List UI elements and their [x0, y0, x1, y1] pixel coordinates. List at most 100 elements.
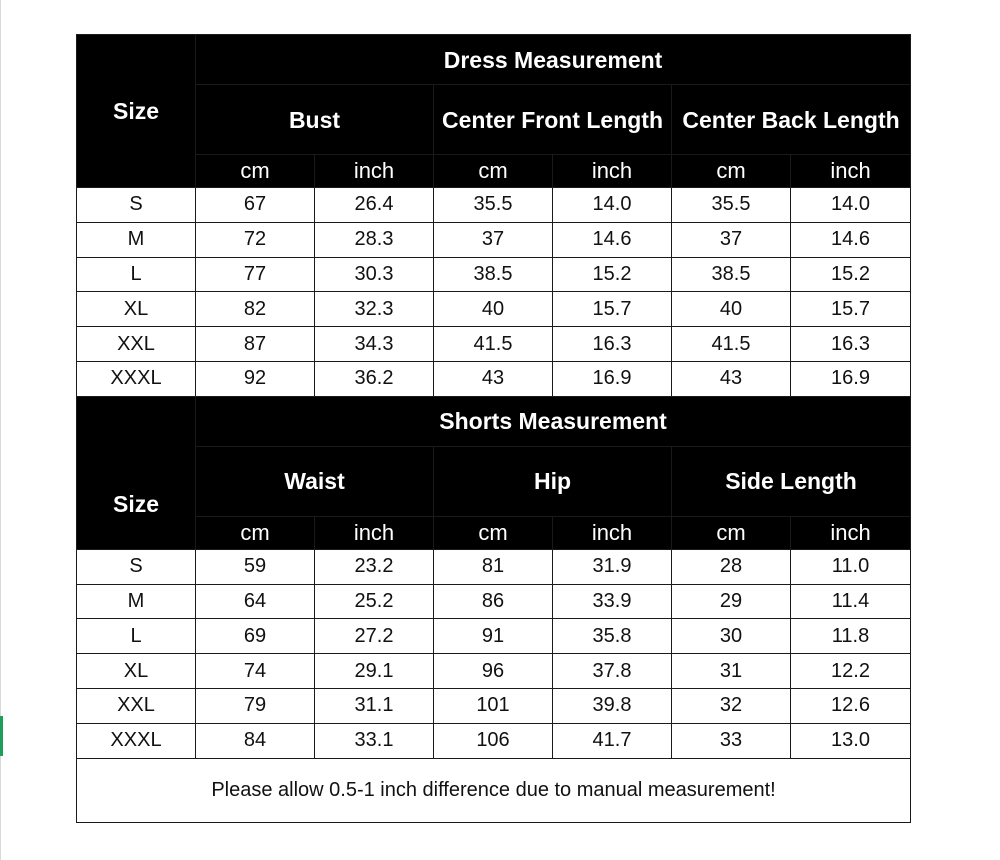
shorts-table-row: XXL 79 31.1 101 39.8 32 12.6 [76, 687, 912, 724]
measurement-cell: 41.5 [433, 326, 553, 362]
measurement-cell: 26.4 [314, 187, 434, 223]
measurement-cell: 35.5 [433, 187, 553, 223]
measurement-cell: 74 [195, 653, 315, 689]
size-cell: XXL [76, 687, 196, 724]
measurement-cell: 16.3 [789, 326, 912, 362]
measurement-cell: 37 [433, 221, 553, 258]
measurement-cell: 37 [671, 221, 791, 258]
measurement-cell: 14.0 [552, 187, 672, 223]
measurement-cell: 67 [195, 187, 315, 223]
measurement-cell: 12.6 [789, 687, 912, 724]
measurement-cell: 15.7 [552, 291, 672, 328]
measurement-cell: 64 [195, 583, 315, 620]
measurement-cell: 35.8 [552, 618, 672, 655]
dress-table-row: XXL 87 34.3 41.5 16.3 41.5 16.3 [76, 326, 912, 362]
measurement-cell: 14.6 [789, 221, 912, 258]
measurement-cell: 82 [195, 291, 315, 328]
shorts-section-title: Shorts Measurement [194, 395, 912, 447]
dress-table-row: XXXL 92 36.2 43 16.9 43 16.9 [76, 360, 912, 397]
unit-label: cm [195, 515, 315, 550]
measurement-cell: 91 [433, 618, 553, 655]
shorts-group-side-length: Side Length [670, 445, 912, 517]
size-chart-table: Size Dress Measurement Bust Center Front… [75, 34, 912, 823]
measurement-cell: 59 [195, 548, 315, 585]
size-cell: XXL [76, 326, 196, 362]
measurement-cell: 101 [433, 687, 553, 724]
measurement-cell: 40 [433, 291, 553, 328]
measurement-cell: 23.2 [314, 548, 434, 585]
dress-group-bust: Bust [195, 84, 434, 155]
measurement-cell: 15.2 [789, 256, 912, 293]
unit-label: cm [671, 515, 791, 550]
dress-table-row: M 72 28.3 37 14.6 37 14.6 [76, 221, 912, 258]
measurement-cell: 29 [671, 583, 791, 620]
measurement-cell: 15.2 [552, 256, 672, 293]
size-cell: XL [76, 291, 196, 328]
measurement-cell: 11.4 [789, 583, 912, 620]
dress-unit-row: cm inch cm inch cm inch [77, 154, 912, 188]
dress-group-center-front-length: Center Front Length [433, 84, 672, 155]
shorts-table-row: L 69 27.2 91 35.8 30 11.8 [76, 618, 912, 655]
measurement-cell: 31 [671, 653, 791, 689]
measurement-cell: 106 [433, 722, 553, 759]
measurement-cell: 33.1 [314, 722, 434, 759]
shorts-table-row: S 59 23.2 81 31.9 28 11.0 [76, 548, 912, 585]
shorts-section: Size Shorts Measurement Waist Hip Side L… [76, 395, 912, 759]
dress-table-row: L 77 30.3 38.5 15.2 38.5 15.2 [76, 256, 912, 293]
measurement-cell: 38.5 [433, 256, 553, 293]
unit-label: cm [195, 154, 315, 188]
unit-label: inch [789, 154, 912, 188]
size-cell: XXXL [76, 360, 196, 397]
measurement-cell: 79 [195, 687, 315, 724]
measurement-cell: 41.5 [671, 326, 791, 362]
dress-table-row: S 67 26.4 35.5 14.0 35.5 14.0 [76, 187, 912, 223]
measurement-cell: 28 [671, 548, 791, 585]
size-cell: XXXL [76, 722, 196, 759]
measurement-cell: 14.0 [789, 187, 912, 223]
measurement-cell: 39.8 [552, 687, 672, 724]
dress-section: Size Dress Measurement Bust Center Front… [76, 34, 912, 397]
unit-label: inch [314, 515, 434, 550]
measurement-cell: 16.9 [789, 360, 912, 397]
measurement-cell: 27.2 [314, 618, 434, 655]
shorts-group-hip: Hip [433, 445, 672, 517]
measurement-cell: 33 [671, 722, 791, 759]
measurement-cell: 37.8 [552, 653, 672, 689]
measurement-cell: 14.6 [552, 221, 672, 258]
measurement-note: Please allow 0.5-1 inch difference due t… [75, 757, 912, 823]
note-section: Please allow 0.5-1 inch difference due t… [75, 757, 912, 823]
dress-group-center-back-length: Center Back Length [670, 84, 912, 155]
size-cell: M [76, 221, 196, 258]
measurement-cell: 69 [195, 618, 315, 655]
measurement-cell: 28.3 [314, 221, 434, 258]
measurement-cell: 13.0 [789, 722, 912, 759]
measurement-cell: 41.7 [552, 722, 672, 759]
unit-label: inch [552, 154, 672, 188]
dress-table-row: XL 82 32.3 40 15.7 40 15.7 [76, 291, 912, 328]
measurement-cell: 30 [671, 618, 791, 655]
size-cell: XL [76, 653, 196, 689]
unit-label: inch [789, 515, 912, 550]
measurement-cell: 32.3 [314, 291, 434, 328]
unit-label: inch [314, 154, 434, 188]
measurement-cell: 77 [195, 256, 315, 293]
page-left-border [0, 0, 1, 860]
measurement-cell: 36.2 [314, 360, 434, 397]
shorts-size-header: Size [76, 395, 196, 550]
size-cell: M [76, 583, 196, 620]
measurement-cell: 25.2 [314, 583, 434, 620]
measurement-cell: 29.1 [314, 653, 434, 689]
measurement-cell: 34.3 [314, 326, 434, 362]
measurement-cell: 16.9 [552, 360, 672, 397]
measurement-cell: 16.3 [552, 326, 672, 362]
measurement-cell: 35.5 [671, 187, 791, 223]
measurement-cell: 92 [195, 360, 315, 397]
unit-label: cm [433, 154, 553, 188]
unit-label: inch [552, 515, 672, 550]
measurement-cell: 38.5 [671, 256, 791, 293]
size-cell: L [76, 618, 196, 655]
shorts-unit-row: cm inch cm inch cm inch [77, 515, 912, 550]
measurement-cell: 84 [195, 722, 315, 759]
size-cell: S [76, 548, 196, 585]
measurement-cell: 31.1 [314, 687, 434, 724]
